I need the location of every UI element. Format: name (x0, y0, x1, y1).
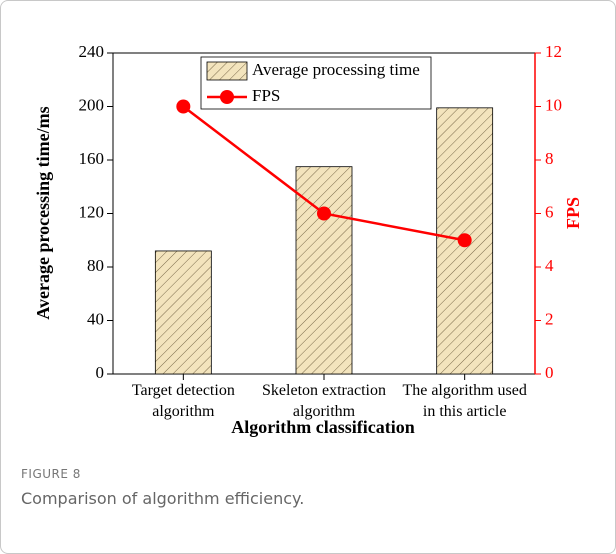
figure-caption: Comparison of algorithm efficiency. (21, 489, 305, 508)
point (176, 99, 191, 114)
y2-tick-label: 4 (545, 256, 554, 275)
y2-tick-label: 8 (545, 149, 554, 168)
y2-tick-label: 6 (545, 202, 554, 221)
x-axis-label: Algorithm classification (231, 417, 414, 437)
y-axis-label: Average processing time/ms (33, 106, 53, 319)
legend-swatch (220, 90, 234, 104)
y-tick-label: 240 (79, 42, 105, 61)
legend-swatch (206, 61, 248, 81)
y2-tick-label: 0 (545, 363, 554, 382)
y-tick-label: 120 (79, 202, 105, 221)
y2-axis-label: FPS (563, 197, 583, 229)
legend-label: Average processing time (252, 60, 420, 79)
x-tick-label: Target detection algorithm (131, 382, 235, 420)
bar (154, 250, 212, 375)
x-tick-label: The algorithm used in this article (402, 382, 527, 420)
point (457, 233, 472, 248)
figure-label: FIGURE 8 (21, 467, 81, 481)
y2-tick-label: 12 (545, 42, 562, 61)
bar (295, 166, 353, 375)
y-tick-label: 160 (79, 149, 105, 168)
y-tick-label: 80 (87, 256, 104, 275)
y-tick-label: 40 (87, 309, 104, 328)
legend-label: FPS (252, 86, 280, 105)
point (317, 206, 331, 221)
x-tick-label: Skeleton extraction algorithm (262, 382, 386, 420)
y-tick-label: 200 (79, 95, 105, 114)
y2-tick-label: 10 (545, 95, 562, 114)
y-tick-label: 0 (96, 363, 105, 382)
y2-tick-label: 2 (545, 309, 554, 328)
